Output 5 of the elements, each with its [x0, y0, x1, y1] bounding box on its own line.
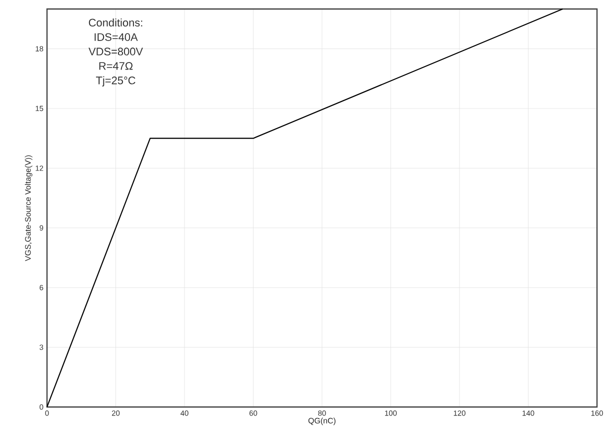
annotation: IDS=40A [94, 33, 138, 41]
annotation: Conditions: [88, 18, 142, 27]
annotation: R=47Ω [99, 62, 133, 70]
annotation: Tj=25°C [96, 76, 136, 86]
annotation: VDS=800V [88, 48, 143, 56]
